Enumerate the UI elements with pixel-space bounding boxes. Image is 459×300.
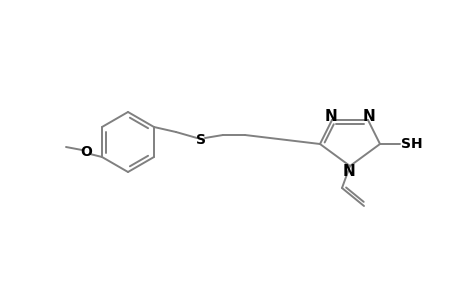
Text: O: O	[80, 145, 92, 159]
Text: N: N	[342, 164, 355, 178]
Text: S: S	[196, 133, 206, 147]
Text: SH: SH	[400, 137, 422, 151]
Text: N: N	[362, 109, 375, 124]
Text: N: N	[324, 109, 336, 124]
